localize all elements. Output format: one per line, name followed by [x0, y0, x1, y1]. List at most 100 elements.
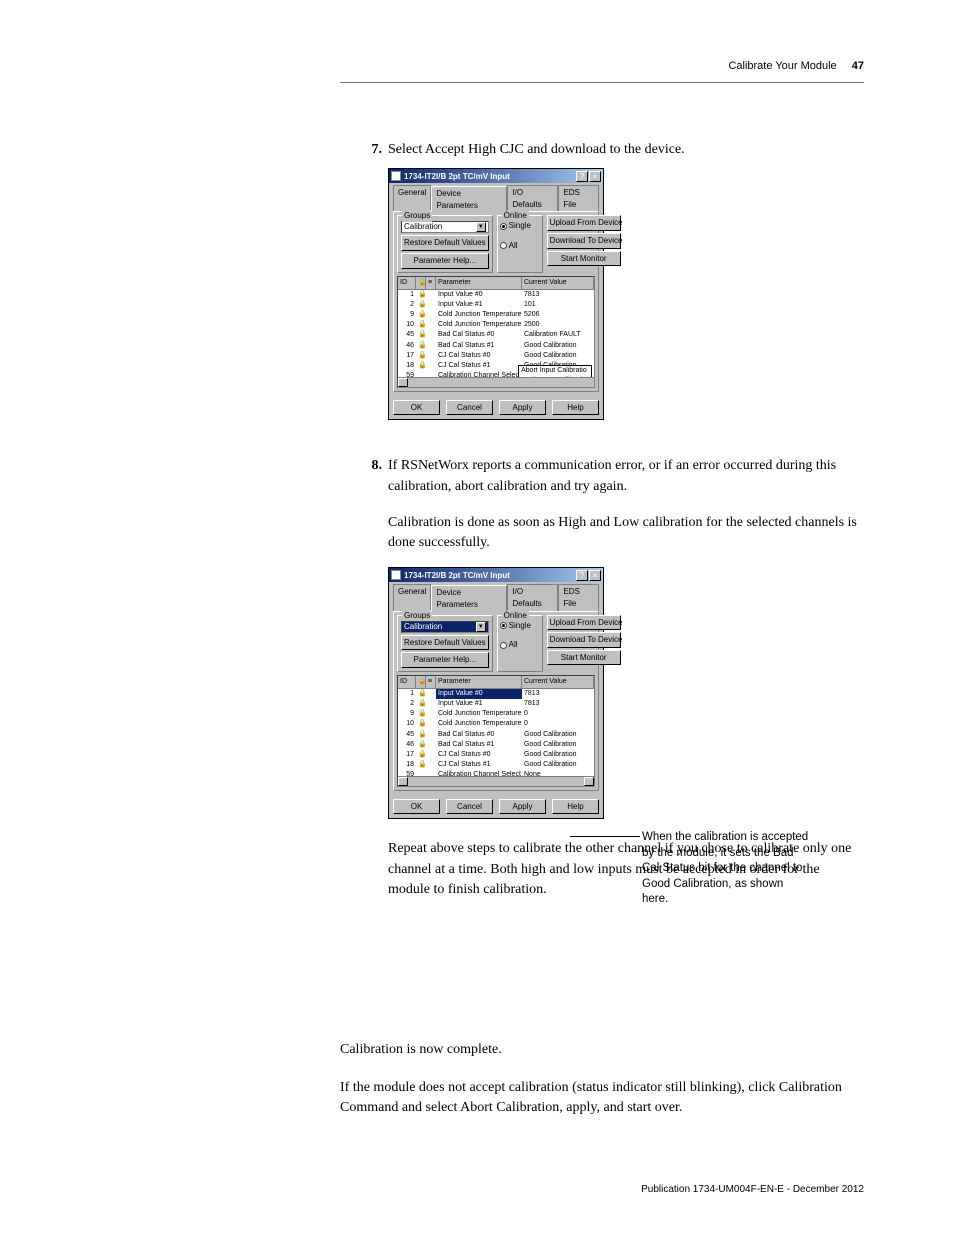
download-button[interactable]: Download To Device [547, 632, 621, 648]
window-title: 1734-IT2I/B 2pt TC/mV Input [404, 171, 575, 183]
groups-box: Groups Calibration ▼ Restore Default Val… [397, 615, 493, 672]
groups-box: Groups Calibration ▼ Restore Default Val… [397, 215, 493, 272]
tab-device-parameters[interactable]: Device Parameters [431, 186, 507, 212]
groups-label: Groups [402, 610, 432, 622]
table-row[interactable]: 2🔒Input Value #1101 [398, 300, 594, 310]
header-rule [340, 82, 864, 83]
chapter-title: Calibrate Your Module [728, 60, 836, 72]
monitor-button[interactable]: Start Monitor [547, 251, 621, 267]
tab-panel: Groups Calibration ▼ Restore Default Val… [393, 211, 599, 391]
groups-select-value: Calibration [404, 221, 442, 233]
col-parameter: Parameter [436, 277, 522, 289]
titlebar: 1734-IT2I/B 2pt TC/mV Input ? × [389, 169, 603, 183]
table-row[interactable]: 1🔒Input Value #07813 [398, 290, 594, 300]
tab-device-parameters[interactable]: Device Parameters [431, 585, 507, 611]
col-value: Current Value [522, 277, 594, 289]
close-button[interactable]: × [589, 171, 601, 182]
table-row[interactable]: 10🔒Cold Junction Temperature #10 [398, 719, 594, 729]
tab-strip: General Device Parameters I/O Defaults E… [389, 183, 603, 211]
page-header: Calibrate Your Module 47 [728, 60, 864, 72]
radio-all[interactable]: All [500, 240, 539, 252]
help-button[interactable]: ? [576, 570, 588, 581]
online-box: Online Single All [497, 615, 543, 672]
dropdown-option[interactable]: Abort Input Calibratio [519, 366, 591, 376]
online-box: Online Single All [497, 215, 543, 272]
table-row[interactable]: 46🔒Bad Cal Status #1Good Calibration [398, 740, 594, 750]
device-buttons: Upload From Device Download To Device St… [547, 215, 623, 275]
parameter-table: ID 🔒 ≡ Parameter Current Value 1🔒Input V… [397, 675, 595, 787]
table-row[interactable]: 45🔒Bad Cal Status #0Good Calibration [398, 730, 594, 740]
tab-io-defaults[interactable]: I/O Defaults [507, 185, 558, 211]
monitor-button[interactable]: Start Monitor [547, 650, 621, 666]
table-row[interactable]: 10🔒Cold Junction Temperature #12500 [398, 320, 594, 330]
col-id: ID [398, 277, 416, 289]
para-complete: Calibration is now complete. [340, 1040, 864, 1060]
step-7: 7. Select Accept High CJC and download t… [360, 140, 864, 160]
upload-button[interactable]: Upload From Device [547, 615, 621, 631]
radio-single[interactable]: Single [500, 620, 539, 632]
table-row[interactable]: 9🔒Cold Junction Temperature #05206 [398, 310, 594, 320]
table-row[interactable]: 1🔒Input Value #07813 [398, 689, 594, 699]
step-8: 8. If RSNetWorx reports a communication … [360, 456, 864, 497]
table-row[interactable]: 17🔒CJ Cal Status #0Good Calibration [398, 750, 594, 760]
publication-footer: Publication 1734-UM004F-EN-E - December … [641, 1184, 864, 1195]
annotation-callout: When the calibration is accepted by the … [642, 830, 812, 908]
tab-eds-file[interactable]: EDS File [558, 584, 599, 610]
annotation-leader-line [570, 836, 640, 837]
dialog-buttons: OK Cancel Apply Help [389, 396, 603, 420]
h-scrollbar[interactable] [398, 776, 594, 786]
cancel-button[interactable]: Cancel [446, 799, 493, 815]
parameter-table: ID 🔒 ≡ Parameter Current Value 1🔒Input V… [397, 276, 595, 388]
apply-button[interactable]: Apply [499, 799, 546, 815]
col-value: Current Value [522, 676, 594, 688]
body-column: 7. Select Accept High CJC and download t… [360, 140, 864, 914]
device-buttons: Upload From Device Download To Device St… [547, 615, 623, 675]
parameter-help-button[interactable]: Parameter Help... [401, 652, 489, 668]
table-row[interactable]: 2🔒Input Value #17813 [398, 699, 594, 709]
upload-button[interactable]: Upload From Device [547, 215, 621, 231]
help-button[interactable]: ? [576, 171, 588, 182]
download-button[interactable]: Download To Device [547, 233, 621, 249]
cancel-button[interactable]: Cancel [446, 400, 493, 416]
chevron-down-icon: ▼ [476, 622, 486, 632]
step-8-cont: Calibration is done as soon as High and … [388, 513, 864, 554]
h-scrollbar[interactable] [398, 377, 594, 387]
tab-io-defaults[interactable]: I/O Defaults [507, 584, 558, 610]
table-row[interactable]: 18🔒CJ Cal Status #1Good Calibration [398, 760, 594, 770]
apply-button[interactable]: Apply [499, 400, 546, 416]
para-abort: If the module does not accept calibratio… [340, 1078, 864, 1119]
restore-defaults-button[interactable]: Restore Default Values [401, 635, 489, 651]
col-parameter: Parameter [436, 676, 522, 688]
groups-select[interactable]: Calibration ▼ [401, 621, 489, 633]
tab-general[interactable]: General [393, 584, 431, 610]
tab-strip: General Device Parameters I/O Defaults E… [389, 582, 603, 610]
radio-single[interactable]: Single [500, 220, 539, 232]
table-row[interactable]: 9🔒Cold Junction Temperature #00 [398, 709, 594, 719]
groups-label: Groups [402, 210, 432, 222]
radio-all[interactable]: All [500, 639, 539, 651]
window-icon [391, 171, 401, 181]
ok-button[interactable]: OK [393, 400, 440, 416]
table-row[interactable]: 45🔒Bad Cal Status #0Calibration FAULT [398, 330, 594, 340]
table-row[interactable]: 17🔒CJ Cal Status #0Good Calibration [398, 351, 594, 361]
groups-select[interactable]: Calibration ▼ [401, 221, 489, 233]
dialog-window-1: 1734-IT2I/B 2pt TC/mV Input ? × General … [388, 168, 604, 420]
col-icon: ≡ [426, 277, 436, 289]
ok-button[interactable]: OK [393, 799, 440, 815]
tab-panel: Groups Calibration ▼ Restore Default Val… [393, 611, 599, 791]
table-row[interactable]: 46🔒Bad Cal Status #1Good Calibration [398, 341, 594, 351]
help-button[interactable]: Help [552, 799, 599, 815]
chevron-down-icon: ▼ [476, 222, 486, 232]
close-button[interactable]: × [589, 570, 601, 581]
col-id: ID [398, 676, 416, 688]
window-title: 1734-IT2I/B 2pt TC/mV Input [404, 570, 575, 582]
groups-select-value: Calibration [404, 621, 442, 633]
tab-eds-file[interactable]: EDS File [558, 185, 599, 211]
col-icon: ≡ [426, 676, 436, 688]
tab-general[interactable]: General [393, 185, 431, 211]
dialog-buttons: OK Cancel Apply Help [389, 795, 603, 819]
parameter-help-button[interactable]: Parameter Help... [401, 253, 489, 269]
help-button[interactable]: Help [552, 400, 599, 416]
restore-defaults-button[interactable]: Restore Default Values [401, 235, 489, 251]
step-number: 8. [360, 456, 382, 497]
